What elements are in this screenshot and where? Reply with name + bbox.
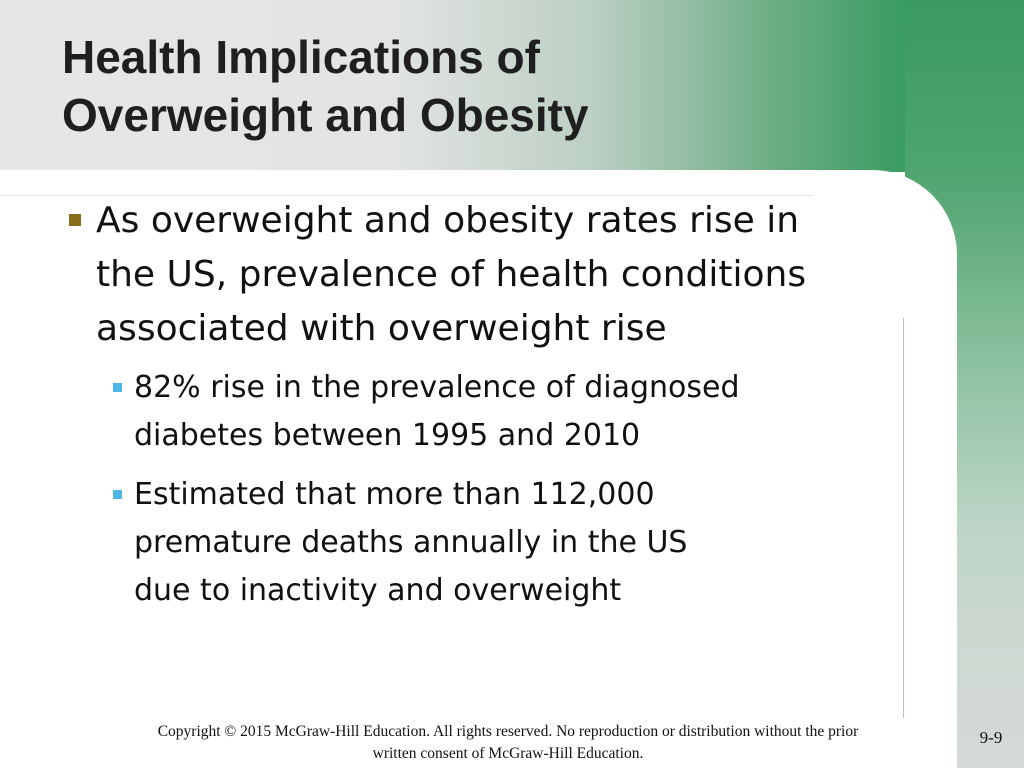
slide-title-line-1: Health Implications of xyxy=(62,31,540,83)
sub-bullet-square-icon xyxy=(113,490,122,499)
sub-bullet-line: Estimated that more than 112,000 xyxy=(134,477,655,512)
copyright-line-1: Copyright © 2015 McGraw-Hill Education. … xyxy=(157,723,859,740)
bullet-line: the US, prevalence of health conditions xyxy=(96,254,807,295)
sub-bullet-deaths: Estimated that more than 112,000 prematu… xyxy=(134,471,854,615)
bullet-level-1: As overweight and obesity rates rise in … xyxy=(96,194,906,356)
copyright-line-2: written consent of McGraw-Hill Education… xyxy=(372,745,644,762)
sub-bullet-line: premature deaths annually in the US xyxy=(134,525,688,560)
sub-bullet-line: 82% rise in the prevalence of diagnosed xyxy=(134,370,740,405)
bullet-line: associated with overweight rise xyxy=(96,308,667,349)
page-number: 9-9 xyxy=(979,728,1003,747)
content-panel xyxy=(0,170,957,768)
slide-title: Health Implications of Overweight and Ob… xyxy=(62,28,822,144)
copyright-footer: Copyright © 2015 McGraw-Hill Education. … xyxy=(80,721,936,765)
bullet-square-icon xyxy=(69,214,81,226)
slide-title-line-2: Overweight and Obesity xyxy=(62,89,589,141)
bullet-line: As overweight and obesity rates rise in xyxy=(96,200,800,241)
sub-bullet-line: diabetes between 1995 and 2010 xyxy=(134,418,641,453)
divider-line xyxy=(0,195,812,196)
panel-edge-line xyxy=(903,318,904,718)
sub-bullet-diabetes: 82% rise in the prevalence of diagnosed … xyxy=(134,364,854,460)
title-band xyxy=(0,0,1024,172)
sub-bullet-line: due to inactivity and overweight xyxy=(134,573,622,608)
sub-bullet-square-icon xyxy=(113,383,122,392)
